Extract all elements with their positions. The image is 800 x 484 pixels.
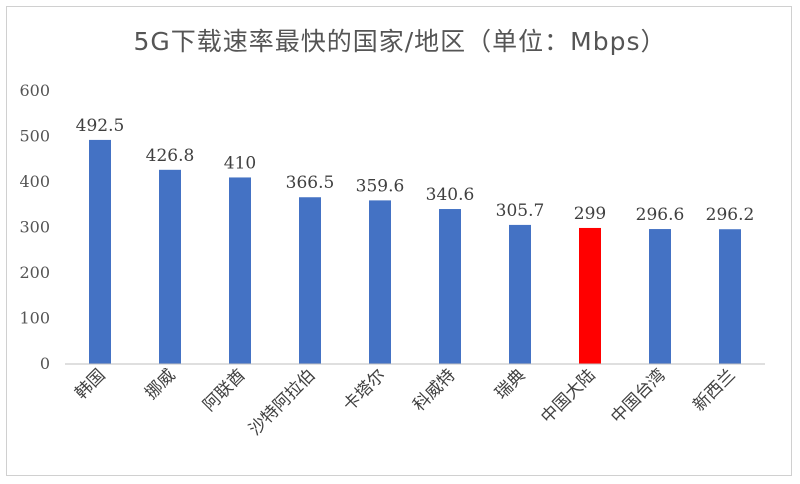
category-label: 中国台湾 xyxy=(607,365,669,427)
y-tick-label: 300 xyxy=(19,218,50,237)
data-label: 492.5 xyxy=(76,116,125,136)
category-label: 中国大陆 xyxy=(537,365,599,427)
bar xyxy=(649,229,671,364)
data-label: 340.6 xyxy=(426,185,475,205)
y-tick-label: 100 xyxy=(19,309,50,328)
chart-title: 5G下载速率最快的国家/地区（单位：Mbps） xyxy=(133,27,667,56)
data-label: 366.5 xyxy=(286,173,335,193)
category-label: 卡塔尔 xyxy=(339,365,389,415)
category-label: 科威特 xyxy=(409,365,459,415)
data-label: 426.8 xyxy=(146,146,195,166)
y-axis: 0 100 200 300 400 500 600 xyxy=(19,81,50,373)
data-label: 359.6 xyxy=(356,176,405,196)
category-label: 沙特阿拉伯 xyxy=(245,365,319,439)
y-tick-label: 500 xyxy=(19,127,50,146)
category-label: 挪威 xyxy=(141,365,179,403)
bar xyxy=(509,224,531,364)
data-label: 296.2 xyxy=(706,205,755,225)
data-label: 296.6 xyxy=(636,205,685,225)
bar xyxy=(579,227,601,364)
bar xyxy=(89,139,111,364)
y-tick-label: 600 xyxy=(19,81,50,100)
bar xyxy=(439,209,461,364)
category-label: 瑞典 xyxy=(491,365,529,403)
category-label: 新西兰 xyxy=(689,365,739,415)
data-labels: 492.5 426.8 410 366.5 359.6 340.6 305.7 299 296.… xyxy=(76,116,755,225)
bar xyxy=(299,197,321,364)
category-label: 阿联酋 xyxy=(199,365,249,415)
bar xyxy=(229,177,251,364)
category-label: 韩国 xyxy=(71,365,109,403)
bar xyxy=(719,229,741,364)
data-label: 410 xyxy=(224,153,256,173)
y-tick-label: 200 xyxy=(19,263,50,282)
data-label: 299 xyxy=(574,204,606,224)
y-tick-label: 0 xyxy=(40,354,50,373)
data-label: 305.7 xyxy=(496,201,545,221)
bar xyxy=(159,169,181,364)
bars xyxy=(89,139,741,364)
y-tick-label: 400 xyxy=(19,172,50,191)
bar xyxy=(369,200,391,364)
